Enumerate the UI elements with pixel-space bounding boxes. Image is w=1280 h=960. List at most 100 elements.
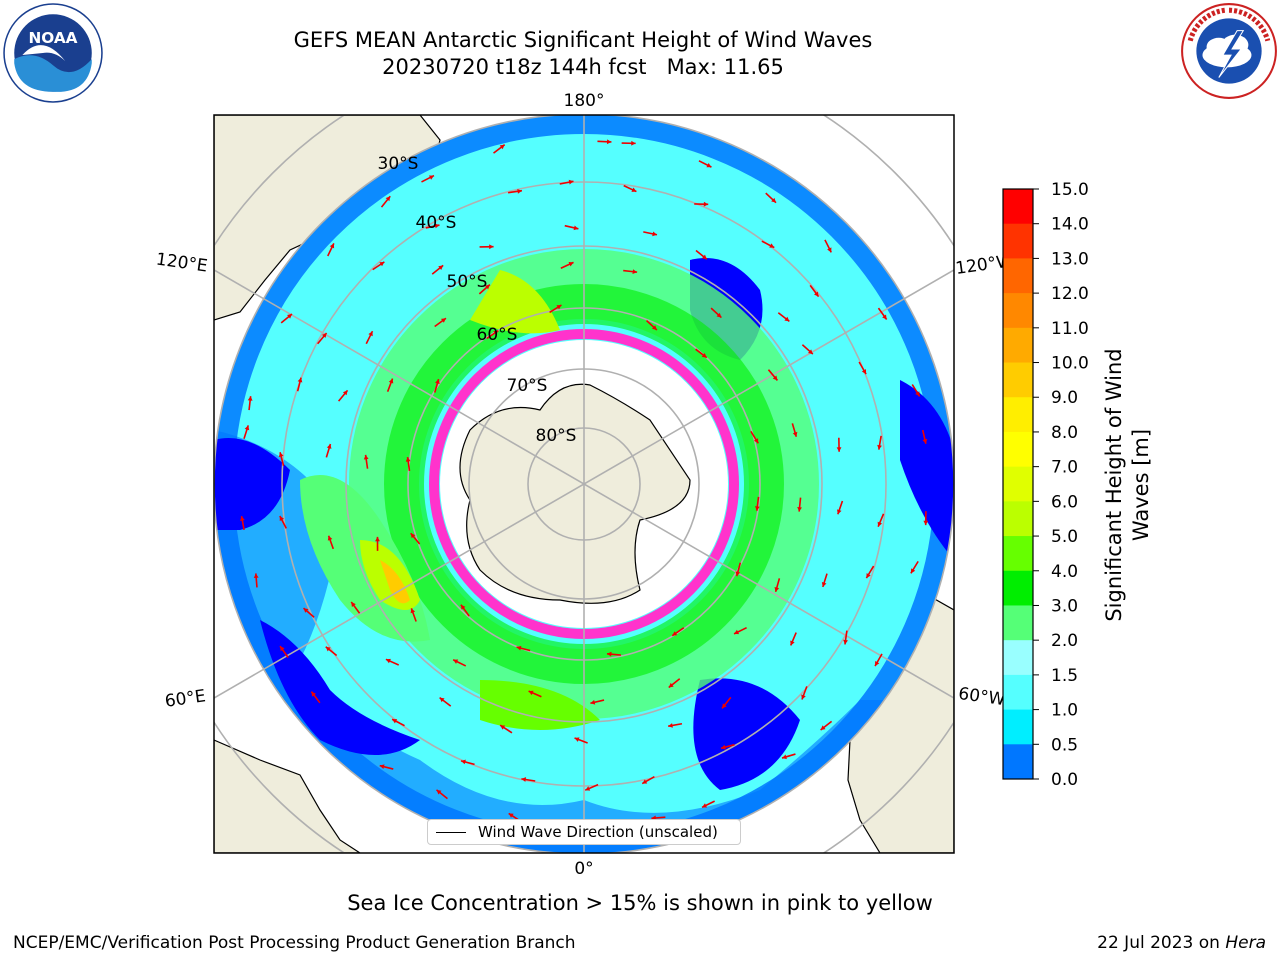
wind-wave-arrowhead	[706, 163, 712, 168]
wind-wave-arrowhead	[240, 516, 245, 521]
colorbar-swatch	[1003, 397, 1033, 433]
wind-wave-arrowhead	[326, 443, 332, 449]
colorbar-tick-label: 1.0	[1051, 701, 1078, 721]
wind-wave-arrowhead	[428, 175, 434, 180]
wind-wave-arrowhead	[843, 639, 848, 645]
wind-wave-arrowhead	[363, 454, 369, 460]
colorbar-tick-label: 14.0	[1051, 215, 1089, 235]
wind-wave-arrowhead	[790, 640, 795, 646]
wind-wave-arrowhead	[368, 331, 373, 337]
wind-wave-arrowhead	[877, 444, 882, 450]
wind-wave-arrowhead	[772, 375, 778, 381]
wind-wave-arrowhead	[287, 313, 292, 319]
wind-wave-arrowhead	[652, 231, 657, 237]
wind-wave-arrowhead	[631, 187, 637, 192]
nws-logo-icon	[1181, 3, 1277, 99]
wind-wave-arrowhead	[521, 777, 527, 782]
colorbar-swatch	[1003, 640, 1033, 676]
colorbar-tick-label: 10.0	[1051, 354, 1089, 374]
wind-wave-arrowhead	[493, 330, 499, 336]
wind-wave-arrowhead	[385, 196, 391, 202]
wind-wave-arrowhead	[807, 349, 813, 355]
colorbar-tick-label: 8.0	[1051, 423, 1078, 443]
colorbar-swatch	[1003, 223, 1033, 259]
wind-wave-arrowhead	[590, 699, 596, 705]
wind-wave-arrowhead	[329, 243, 335, 249]
wind-wave-arrowhead	[436, 789, 442, 795]
wind-wave-arrowhead	[632, 269, 638, 275]
wind-wave-arrowhead	[460, 604, 466, 610]
colorbar-ticks: 15.0 14.0 13.0 12.0 11.0 10.0 9.0 8.0 7.0 6.0 5.0 4…	[1033, 180, 1089, 790]
colorbar-frame	[1002, 188, 1034, 780]
lon-label-180: 180°	[564, 91, 605, 111]
sea-ice-note: Sea Ice Concentration > 15% is shown in …	[347, 891, 933, 915]
wind-wave-arrowhead	[410, 533, 416, 539]
wind-wave-arrowhead	[701, 353, 707, 358]
wind-wave-arrowhead	[827, 247, 832, 253]
wind-wave-arrowhead	[568, 262, 574, 267]
wind-wave-arrowhead	[385, 658, 391, 664]
wind-wave-arrowhead	[702, 803, 708, 808]
wind-wave-arrowhead	[435, 379, 440, 384]
colorbar-tick-label: 11.0	[1051, 319, 1089, 339]
wind-wave-arrowhead	[517, 188, 522, 194]
colorbar-tick-label: 13.0	[1051, 249, 1089, 269]
wind-wave-arrowhead	[280, 646, 285, 652]
colorbar-title: Significant Height of Wind Waves [m]	[1102, 348, 1153, 622]
wind-wave-arrowhead	[734, 629, 740, 635]
noaa-logo-icon: NOAA	[3, 3, 103, 103]
wind-wave-arrowhead	[379, 764, 385, 770]
wind-wave-arrowhead	[327, 535, 333, 541]
noaa-logo-text: NOAA	[28, 29, 77, 47]
wind-wave-arrowhead	[836, 447, 842, 452]
wind-wave-arrowhead	[774, 586, 780, 592]
wind-wave-arrowhead	[303, 608, 309, 613]
lat-label-70s: 70°S	[507, 376, 548, 396]
wind-wave-arrowhead	[606, 139, 612, 145]
wind-wave-arrowhead	[528, 690, 534, 696]
colorbar-swatch	[1003, 189, 1033, 225]
wind-wave-arrowhead	[922, 438, 928, 444]
colorbar-tick-label: 0.5	[1051, 735, 1078, 755]
wind-wave-arrowhead	[797, 506, 802, 512]
wind-wave-arrowhead	[771, 197, 777, 203]
wind-wave-arrowhead	[631, 140, 636, 146]
wind-wave-arrowhead	[820, 725, 826, 730]
wind-wave-arrowhead	[606, 651, 612, 657]
wind-wave-arrowhead	[279, 515, 284, 521]
wind-wave-arrowhead	[651, 325, 657, 330]
footer-host: Hera	[1225, 933, 1266, 953]
wind-wave-arrowhead	[769, 243, 775, 248]
wind-wave-arrowhead	[668, 682, 674, 688]
wind-wave-arrowhead	[244, 425, 250, 431]
wind-wave-arrowhead	[351, 602, 356, 607]
lat-label-30s: 30°S	[378, 154, 419, 174]
legend-label: Wind Wave Direction (unscaled)	[478, 823, 718, 841]
wind-wave-arrowhead	[782, 754, 787, 760]
wind-wave-arrowhead	[388, 378, 394, 384]
legend-line-sample	[436, 832, 466, 833]
wind-wave-arrowhead	[311, 691, 316, 697]
colorbar-swatch	[1003, 744, 1033, 780]
wind-wave-arrowhead	[837, 509, 842, 515]
colorbar-tick-label: 4.0	[1051, 562, 1078, 582]
colorbar-tick-label: 0.0	[1051, 770, 1078, 790]
colorbar-tick-label: 7.0	[1051, 458, 1078, 478]
wind-wave-arrowhead	[321, 332, 327, 338]
colorbar-swatch	[1003, 327, 1033, 364]
colorbar-swatch	[1003, 431, 1033, 468]
wind-wave-arrowhead	[910, 568, 916, 574]
colorbar-swatch	[1003, 501, 1033, 537]
colorbar-swatch	[1003, 258, 1033, 294]
colorbar-tick-label: 3.0	[1051, 596, 1078, 616]
wind-wave-arrowhead	[573, 225, 579, 231]
wind-wave-arrowhead	[703, 201, 709, 207]
wind-wave-arrowhead	[784, 316, 790, 322]
wind-wave-arrowhead	[516, 645, 522, 651]
wind-wave-arrowhead	[866, 573, 871, 579]
chart-subtitle-run-info: 20230720 t18z 144h fcst Max: 11.65	[382, 55, 784, 79]
wind-wave-arrowhead	[801, 694, 806, 700]
graticule	[214, 115, 954, 853]
wind-wave-arrowhead	[453, 659, 459, 664]
